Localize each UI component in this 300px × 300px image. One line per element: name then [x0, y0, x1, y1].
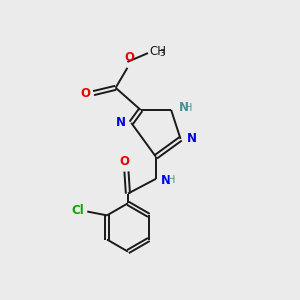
Text: 3: 3 — [159, 50, 165, 58]
Text: Cl: Cl — [72, 204, 84, 217]
Text: H: H — [168, 175, 175, 185]
Text: N: N — [178, 101, 188, 114]
Text: CH: CH — [149, 45, 167, 58]
Text: N: N — [186, 132, 197, 146]
Text: O: O — [119, 155, 129, 168]
Text: N: N — [161, 173, 171, 187]
Text: N: N — [116, 116, 126, 129]
Text: O: O — [80, 87, 90, 100]
Text: O: O — [124, 51, 134, 64]
Text: H: H — [185, 103, 192, 112]
